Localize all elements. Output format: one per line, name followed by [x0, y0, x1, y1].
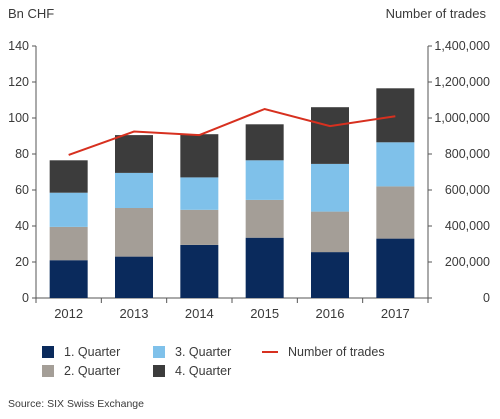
legend-swatch-q4 — [153, 365, 165, 377]
legend-item-q2: 2. Quarter — [42, 364, 120, 378]
legend-swatch-q2 — [42, 365, 54, 377]
bar-q2-2012 — [49, 226, 88, 261]
left-axis-tick-label: 100 — [8, 111, 29, 125]
bar-q3-2014 — [180, 177, 219, 210]
x-axis-tick-label: 2015 — [250, 306, 279, 321]
legend-swatch-q3 — [153, 346, 165, 358]
legend-swatch-q1 — [42, 346, 54, 358]
right-axis-tick-label: 1,400,000 — [434, 39, 490, 53]
x-axis-tick-label: 2016 — [316, 306, 345, 321]
right-axis-tick-label: 400,000 — [445, 219, 490, 233]
x-axis-tick-label: 2014 — [185, 306, 214, 321]
right-axis-tick-label: 1,200,000 — [434, 75, 490, 89]
bar-q2-2013 — [115, 208, 153, 257]
right-axis-tick-label: 0 — [483, 291, 490, 305]
left-axis-tick-label: 120 — [8, 75, 29, 89]
bar-q1-2016 — [311, 252, 349, 298]
source-note: Source: SIX Swiss Exchange — [8, 398, 144, 410]
legend-item-q4: 4. Quarter — [153, 364, 231, 378]
bar-q4-2013 — [115, 135, 153, 173]
right-axis-tick-label: 600,000 — [445, 183, 490, 197]
legend-label-q4: 4. Quarter — [175, 364, 232, 378]
legend-label-q2: 2. Quarter — [64, 364, 121, 378]
left-axis-tick-label: 80 — [15, 147, 29, 161]
bar-q1-2014 — [180, 244, 219, 298]
bar-q2-2016 — [311, 211, 349, 253]
bar-q3-2015 — [245, 160, 284, 200]
bar-q1-2013 — [115, 256, 153, 298]
number-of-trades-line — [68, 107, 396, 156]
bar-q3-2013 — [115, 172, 153, 208]
left-axis-tick-label: 20 — [15, 255, 29, 269]
left-axis-tick-label: 60 — [15, 183, 29, 197]
left-axis-unit: Bn CHF — [8, 6, 55, 21]
right-axis-tick-label: 200,000 — [445, 255, 490, 269]
bar-q3-2017 — [376, 142, 415, 187]
x-axis-tick-label: 2012 — [54, 306, 83, 321]
left-axis-tick-label: 0 — [22, 291, 29, 305]
legend-item-q3: 3. Quarter — [153, 345, 231, 359]
left-axis-tick-label: 40 — [15, 219, 29, 233]
right-axis-tick-label: 1,000,000 — [434, 111, 490, 125]
legend-label-q1: 1. Quarter — [64, 345, 121, 359]
bar-q4-2014 — [180, 134, 219, 178]
x-axis-tick-label: 2017 — [381, 306, 410, 321]
bar-q2-2014 — [180, 209, 219, 245]
right-axis-tick-label: 800,000 — [445, 147, 490, 161]
legend-item-trades: Number of trades — [262, 345, 385, 359]
bar-q4-2012 — [49, 160, 88, 193]
right-axis-unit: Number of trades — [385, 6, 486, 21]
bar-q2-2015 — [245, 199, 284, 238]
trading-volume-chart: 0 20 40 60 80 100 120 140 0 200,000 400,000 600,000… — [8, 39, 490, 321]
bar-q3-2012 — [49, 192, 88, 227]
bar-q4-2017 — [376, 88, 415, 143]
legend-label-trades: Number of trades — [288, 345, 385, 359]
bar-q3-2016 — [311, 163, 349, 212]
bar-q4-2016 — [311, 107, 349, 164]
legend-swatch-trades — [262, 351, 278, 353]
bar-q1-2017 — [376, 238, 415, 298]
bar-q1-2012 — [49, 260, 88, 298]
bar-q2-2017 — [376, 186, 415, 239]
bar-q4-2015 — [245, 124, 284, 161]
left-axis-tick-label: 140 — [8, 39, 29, 53]
legend-label-q3: 3. Quarter — [175, 345, 232, 359]
x-axis-tick-label: 2013 — [120, 306, 149, 321]
legend-item-q1: 1. Quarter — [42, 345, 120, 359]
bar-q1-2015 — [245, 237, 284, 298]
